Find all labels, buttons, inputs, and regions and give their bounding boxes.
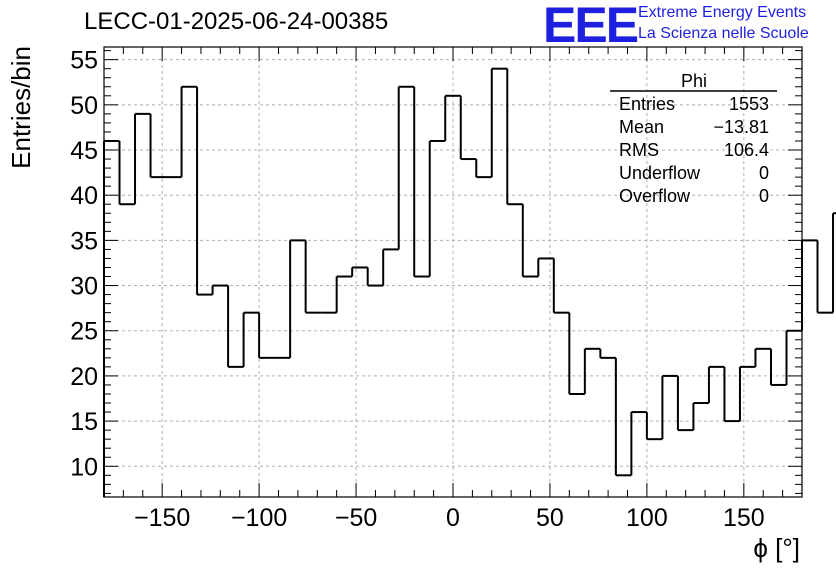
y-tick-label: 20 bbox=[70, 363, 98, 391]
stats-row-value: −13.81 bbox=[713, 117, 769, 137]
stats-row-value: 0 bbox=[759, 186, 769, 206]
y-tick-label: 30 bbox=[70, 273, 98, 301]
stats-title: Phi bbox=[681, 71, 707, 91]
stats-rows: Entries 1553 Mean −13.81 RMS 106.4 Underflow 0 O… bbox=[619, 94, 769, 206]
y-tick-label: 10 bbox=[70, 453, 98, 481]
stats-box: Phi Entries 1553 Mean −13.81 RMS 106.4 Underfl… bbox=[610, 71, 777, 206]
stats-row-label: Overflow bbox=[619, 186, 691, 206]
x-tick-label: −50 bbox=[335, 504, 377, 532]
x-axis-label: ϕ [°] bbox=[753, 533, 800, 563]
y-tick-label: 25 bbox=[70, 318, 98, 346]
stats-row-value: 106.4 bbox=[724, 140, 769, 160]
eee-logo: EEE bbox=[543, 0, 639, 53]
y-tick-label: 40 bbox=[70, 182, 98, 210]
chart-title: LECC-01-2025-06-24-00385 bbox=[84, 8, 389, 35]
stats-row-label: Mean bbox=[619, 117, 664, 137]
eee-logo-line-2: La Scienza nelle Scuole bbox=[638, 25, 809, 42]
stats-row-label: RMS bbox=[619, 140, 659, 160]
histogram-layer bbox=[103, 67, 836, 497]
stats-row-label: Underflow bbox=[619, 163, 701, 183]
x-tick-label: 150 bbox=[723, 504, 765, 532]
y-tick-label: 50 bbox=[70, 92, 98, 120]
stats-row-label: Entries bbox=[619, 94, 675, 114]
x-tick-label: −100 bbox=[231, 504, 287, 532]
y-axis-label: Entries/bin bbox=[6, 46, 36, 169]
x-tick-label: 100 bbox=[626, 504, 668, 532]
y-tick-label: 55 bbox=[70, 47, 98, 75]
tick-layer bbox=[104, 47, 803, 497]
y-tick-label: 45 bbox=[70, 137, 98, 165]
eee-logo-line-1: Extreme Energy Events bbox=[638, 4, 807, 21]
grid-layer bbox=[104, 47, 802, 497]
stats-row-value: 1553 bbox=[729, 94, 769, 114]
y-tick-label: 15 bbox=[70, 408, 98, 436]
x-tick-label: 50 bbox=[536, 504, 564, 532]
stats-row-value: 0 bbox=[759, 163, 769, 183]
x-tick-label: −150 bbox=[134, 504, 190, 532]
y-tick-label: 35 bbox=[70, 227, 98, 255]
tick-label-layer: −150 −100 −50 0 50 100 150 10 15 20 25 30 35 40 45 50 55 bbox=[70, 47, 765, 532]
x-tick-label: 0 bbox=[446, 504, 460, 532]
